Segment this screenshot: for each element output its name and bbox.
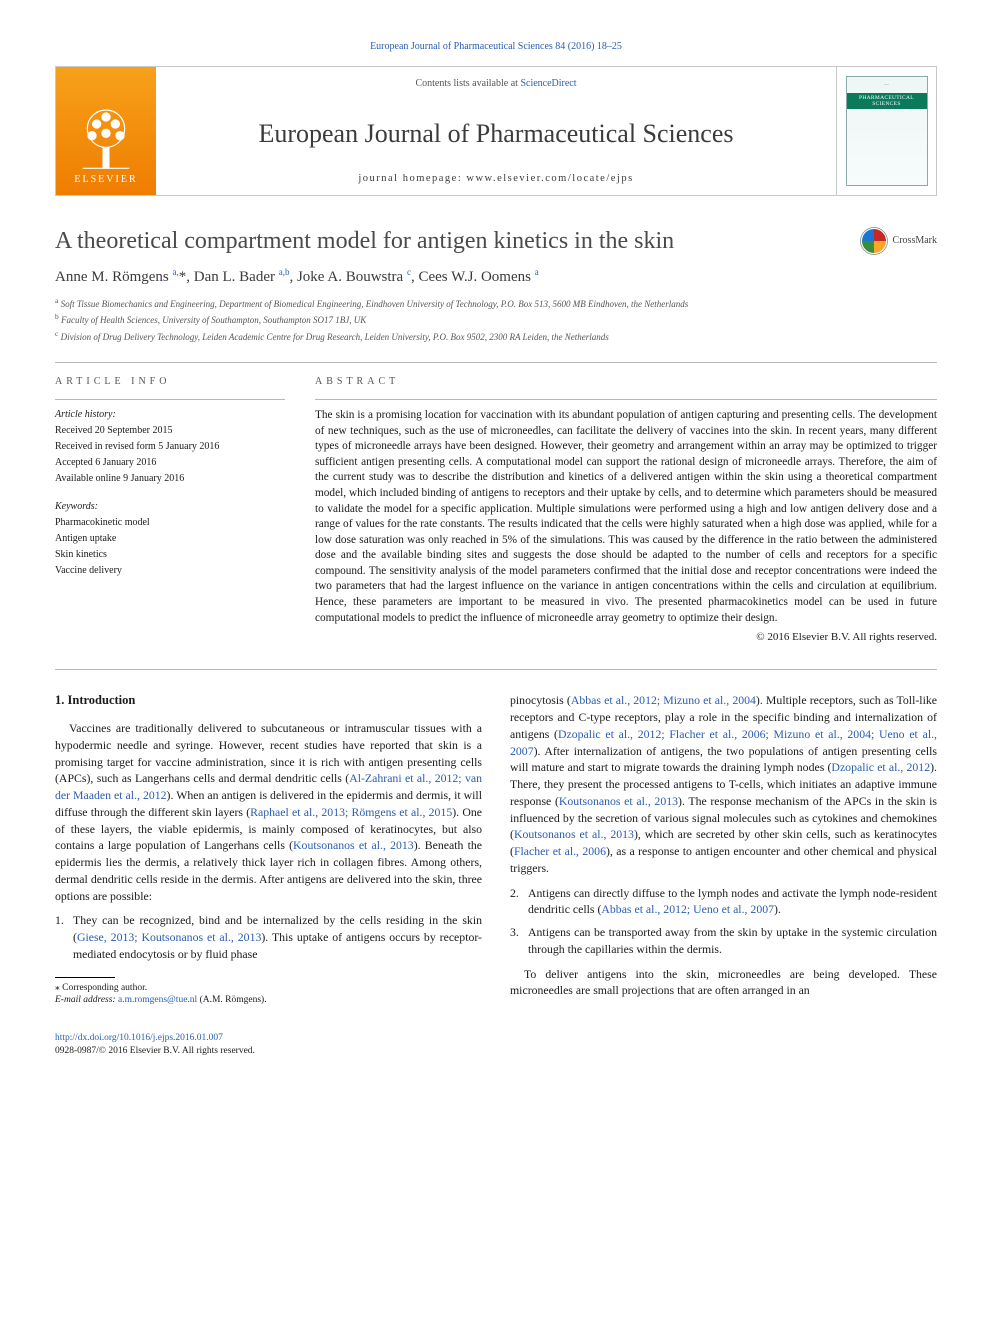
abstract-text: The skin is a promising location for vac… — [315, 408, 937, 626]
history-line: Received 20 September 2015 — [55, 424, 285, 438]
citation-link[interactable]: Koutsonanos et al., 2013 — [514, 827, 634, 841]
list-item: 1. They can be recognized, bind and be i… — [55, 912, 482, 962]
footnote-block: ⁎ Corresponding author. E-mail address: … — [55, 977, 482, 1008]
history-line: Received in revised form 5 January 2016 — [55, 440, 285, 454]
intro-options-list-cont: 2. Antigens can directly diffuse to the … — [510, 885, 937, 958]
homepage-url[interactable]: www.elsevier.com/locate/ejps — [466, 173, 633, 184]
publisher-name: ELSEVIER — [74, 173, 137, 187]
sciencedirect-link[interactable]: ScienceDirect — [520, 78, 576, 89]
intro-heading: 1. Introduction — [55, 692, 482, 710]
email-link[interactable]: a.m.romgens@tue.nl — [118, 995, 197, 1005]
keywords-label: Keywords: — [55, 500, 285, 514]
journal-cover-thumb: — PHARMACEUTICAL SCIENCES — [836, 67, 936, 195]
article-info-column: article info Article history: Received 2… — [55, 375, 285, 645]
issn-copyright: 0928-0987/© 2016 Elsevier B.V. All right… — [55, 1046, 255, 1056]
journal-homepage: journal homepage: www.elsevier.com/locat… — [176, 172, 816, 186]
citation-link[interactable]: Giese, 2013; Koutsonanos et al., 2013 — [77, 930, 261, 944]
crossmark-label: CrossMark — [893, 234, 937, 248]
rule-above-info — [55, 362, 937, 363]
contents-line: Contents lists available at ScienceDirec… — [176, 77, 816, 91]
footnote-rule — [55, 977, 115, 978]
publisher-logo-block: ELSEVIER — [56, 67, 156, 195]
citation-link[interactable]: Dzopalic et al., 2012 — [831, 760, 930, 774]
journal-name: European Journal of Pharmaceutical Scien… — [176, 116, 816, 151]
article-title: A theoretical compartment model for anti… — [55, 226, 847, 256]
rule-info — [55, 399, 285, 400]
intro-options-list: 1. They can be recognized, bind and be i… — [55, 912, 482, 962]
citation-link[interactable]: Koutsonanos et al., 2013 — [559, 794, 678, 808]
citation-link[interactable]: Abbas et al., 2012; Ueno et al., 2007 — [601, 902, 774, 916]
abstract-copyright: © 2016 Elsevier B.V. All rights reserved… — [315, 630, 937, 645]
citation-link[interactable]: Abbas et al., 2012; Mizuno et al., 2004 — [571, 693, 756, 707]
abstract-heading: abstract — [315, 375, 937, 389]
rule-abstract — [315, 399, 937, 400]
history-line: Accepted 6 January 2016 — [55, 456, 285, 470]
keyword: Skin kinetics — [55, 548, 285, 562]
history-label: Article history: — [55, 408, 285, 422]
cover-image-placeholder: — PHARMACEUTICAL SCIENCES — [846, 76, 928, 186]
list-item: 2. Antigens can directly diffuse to the … — [510, 885, 937, 919]
masthead-center: Contents lists available at ScienceDirec… — [156, 67, 836, 195]
intro-p-last: To deliver antigens into the skin, micro… — [510, 966, 937, 1000]
history-line: Available online 9 January 2016 — [55, 472, 285, 486]
affiliations: a Soft Tissue Biomechanics and Engineeri… — [55, 295, 937, 345]
article-info-heading: article info — [55, 375, 285, 389]
corresponding-email-line: E-mail address: a.m.romgens@tue.nl (A.M.… — [55, 994, 482, 1007]
author-list: Anne M. Römgens a,*, Dan L. Bader a,b, J… — [55, 266, 937, 287]
corresponding-author: ⁎ Corresponding author. — [55, 982, 482, 995]
citation-link[interactable]: Koutsonanos et al., 2013 — [293, 838, 414, 852]
crossmark-badge[interactable]: CrossMark — [859, 226, 937, 256]
cover-badge: PHARMACEUTICAL SCIENCES — [847, 93, 927, 109]
citation-link[interactable]: Raphael et al., 2013; Römgens et al., 20… — [250, 805, 452, 819]
crossmark-icon — [859, 226, 889, 256]
list-item: 3. Antigens can be transported away from… — [510, 924, 937, 958]
doi-link[interactable]: http://dx.doi.org/10.1016/j.ejps.2016.01… — [55, 1033, 223, 1043]
citation-link[interactable]: Flacher et al., 2006 — [514, 844, 606, 858]
intro-li1-continuation: pinocytosis (Abbas et al., 2012; Mizuno … — [510, 692, 937, 876]
running-header: European Journal of Pharmaceutical Scien… — [55, 40, 937, 54]
page-footer: http://dx.doi.org/10.1016/j.ejps.2016.01… — [55, 1032, 937, 1059]
intro-p1: Vaccines are traditionally delivered to … — [55, 720, 482, 904]
body-two-column: 1. Introduction Vaccines are traditional… — [55, 692, 937, 1012]
abstract-column: abstract The skin is a promising locatio… — [315, 375, 937, 645]
masthead: ELSEVIER Contents lists available at Sci… — [55, 66, 937, 196]
rule-below-abstract — [55, 669, 937, 670]
running-header-link[interactable]: European Journal of Pharmaceutical Scien… — [370, 41, 622, 52]
keyword: Vaccine delivery — [55, 564, 285, 578]
elsevier-tree-icon — [71, 103, 141, 173]
keyword: Pharmacokinetic model — [55, 516, 285, 530]
keyword: Antigen uptake — [55, 532, 285, 546]
